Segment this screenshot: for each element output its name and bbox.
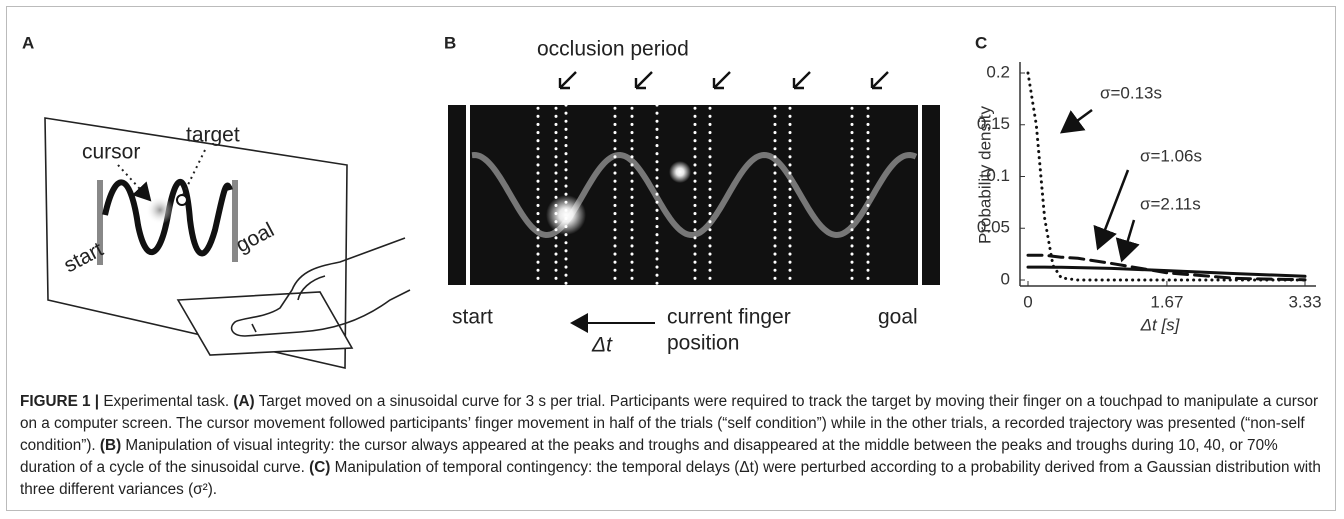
caption-text: FIGURE 1 |	[20, 393, 99, 410]
caption-text: (A)	[233, 393, 254, 410]
series-label: σ=0.13s	[1100, 83, 1162, 102]
x-axis-label: Δt [s]	[1140, 315, 1181, 334]
start-label: start	[452, 306, 493, 329]
series-line	[1028, 267, 1305, 276]
target-label: target	[186, 124, 240, 147]
page: A cursor target start goal B occlusion p…	[0, 0, 1344, 519]
x-tick-label: 3.33	[1288, 292, 1321, 311]
figure: A cursor target start goal B occlusion p…	[0, 0, 1344, 390]
x-tick-label: 0	[1023, 292, 1032, 311]
occlusion-arrow	[794, 72, 810, 88]
delta-label: Δt	[591, 334, 613, 357]
y-tick-label: 0	[1001, 269, 1010, 288]
occlusion-arrow	[872, 72, 888, 88]
finger-label: current finger	[667, 306, 791, 329]
series-label: σ=2.11s	[1140, 194, 1201, 213]
y-tick-label: 0.2	[986, 62, 1010, 81]
y-axis-label: Probability density	[975, 106, 994, 244]
series-label: σ=1.06s	[1140, 146, 1202, 165]
occlusion-label: occlusion period	[537, 38, 689, 61]
caption-text: (B)	[100, 437, 121, 454]
finger-label: position	[667, 332, 739, 355]
series-pointer	[1122, 220, 1134, 260]
series-pointer	[1098, 170, 1128, 248]
cursor-label: cursor	[82, 141, 140, 164]
occlusion-arrow	[636, 72, 652, 88]
series-pointer	[1062, 110, 1092, 132]
panel-label: C	[975, 33, 987, 52]
panel-b-drawing	[448, 72, 940, 330]
caption: FIGURE 1 | Experimental task. (A) Target…	[20, 391, 1332, 501]
panel-label: B	[444, 33, 456, 52]
panel-label: A	[22, 33, 34, 52]
occlusion-arrow	[560, 72, 576, 88]
x-tick-label: 1.67	[1150, 292, 1183, 311]
caption-text: Experimental task.	[103, 393, 229, 410]
occlusion-arrow	[714, 72, 730, 88]
caption-text: (C)	[309, 459, 330, 476]
goal-label: goal	[878, 306, 918, 329]
series-line	[1028, 73, 1305, 280]
